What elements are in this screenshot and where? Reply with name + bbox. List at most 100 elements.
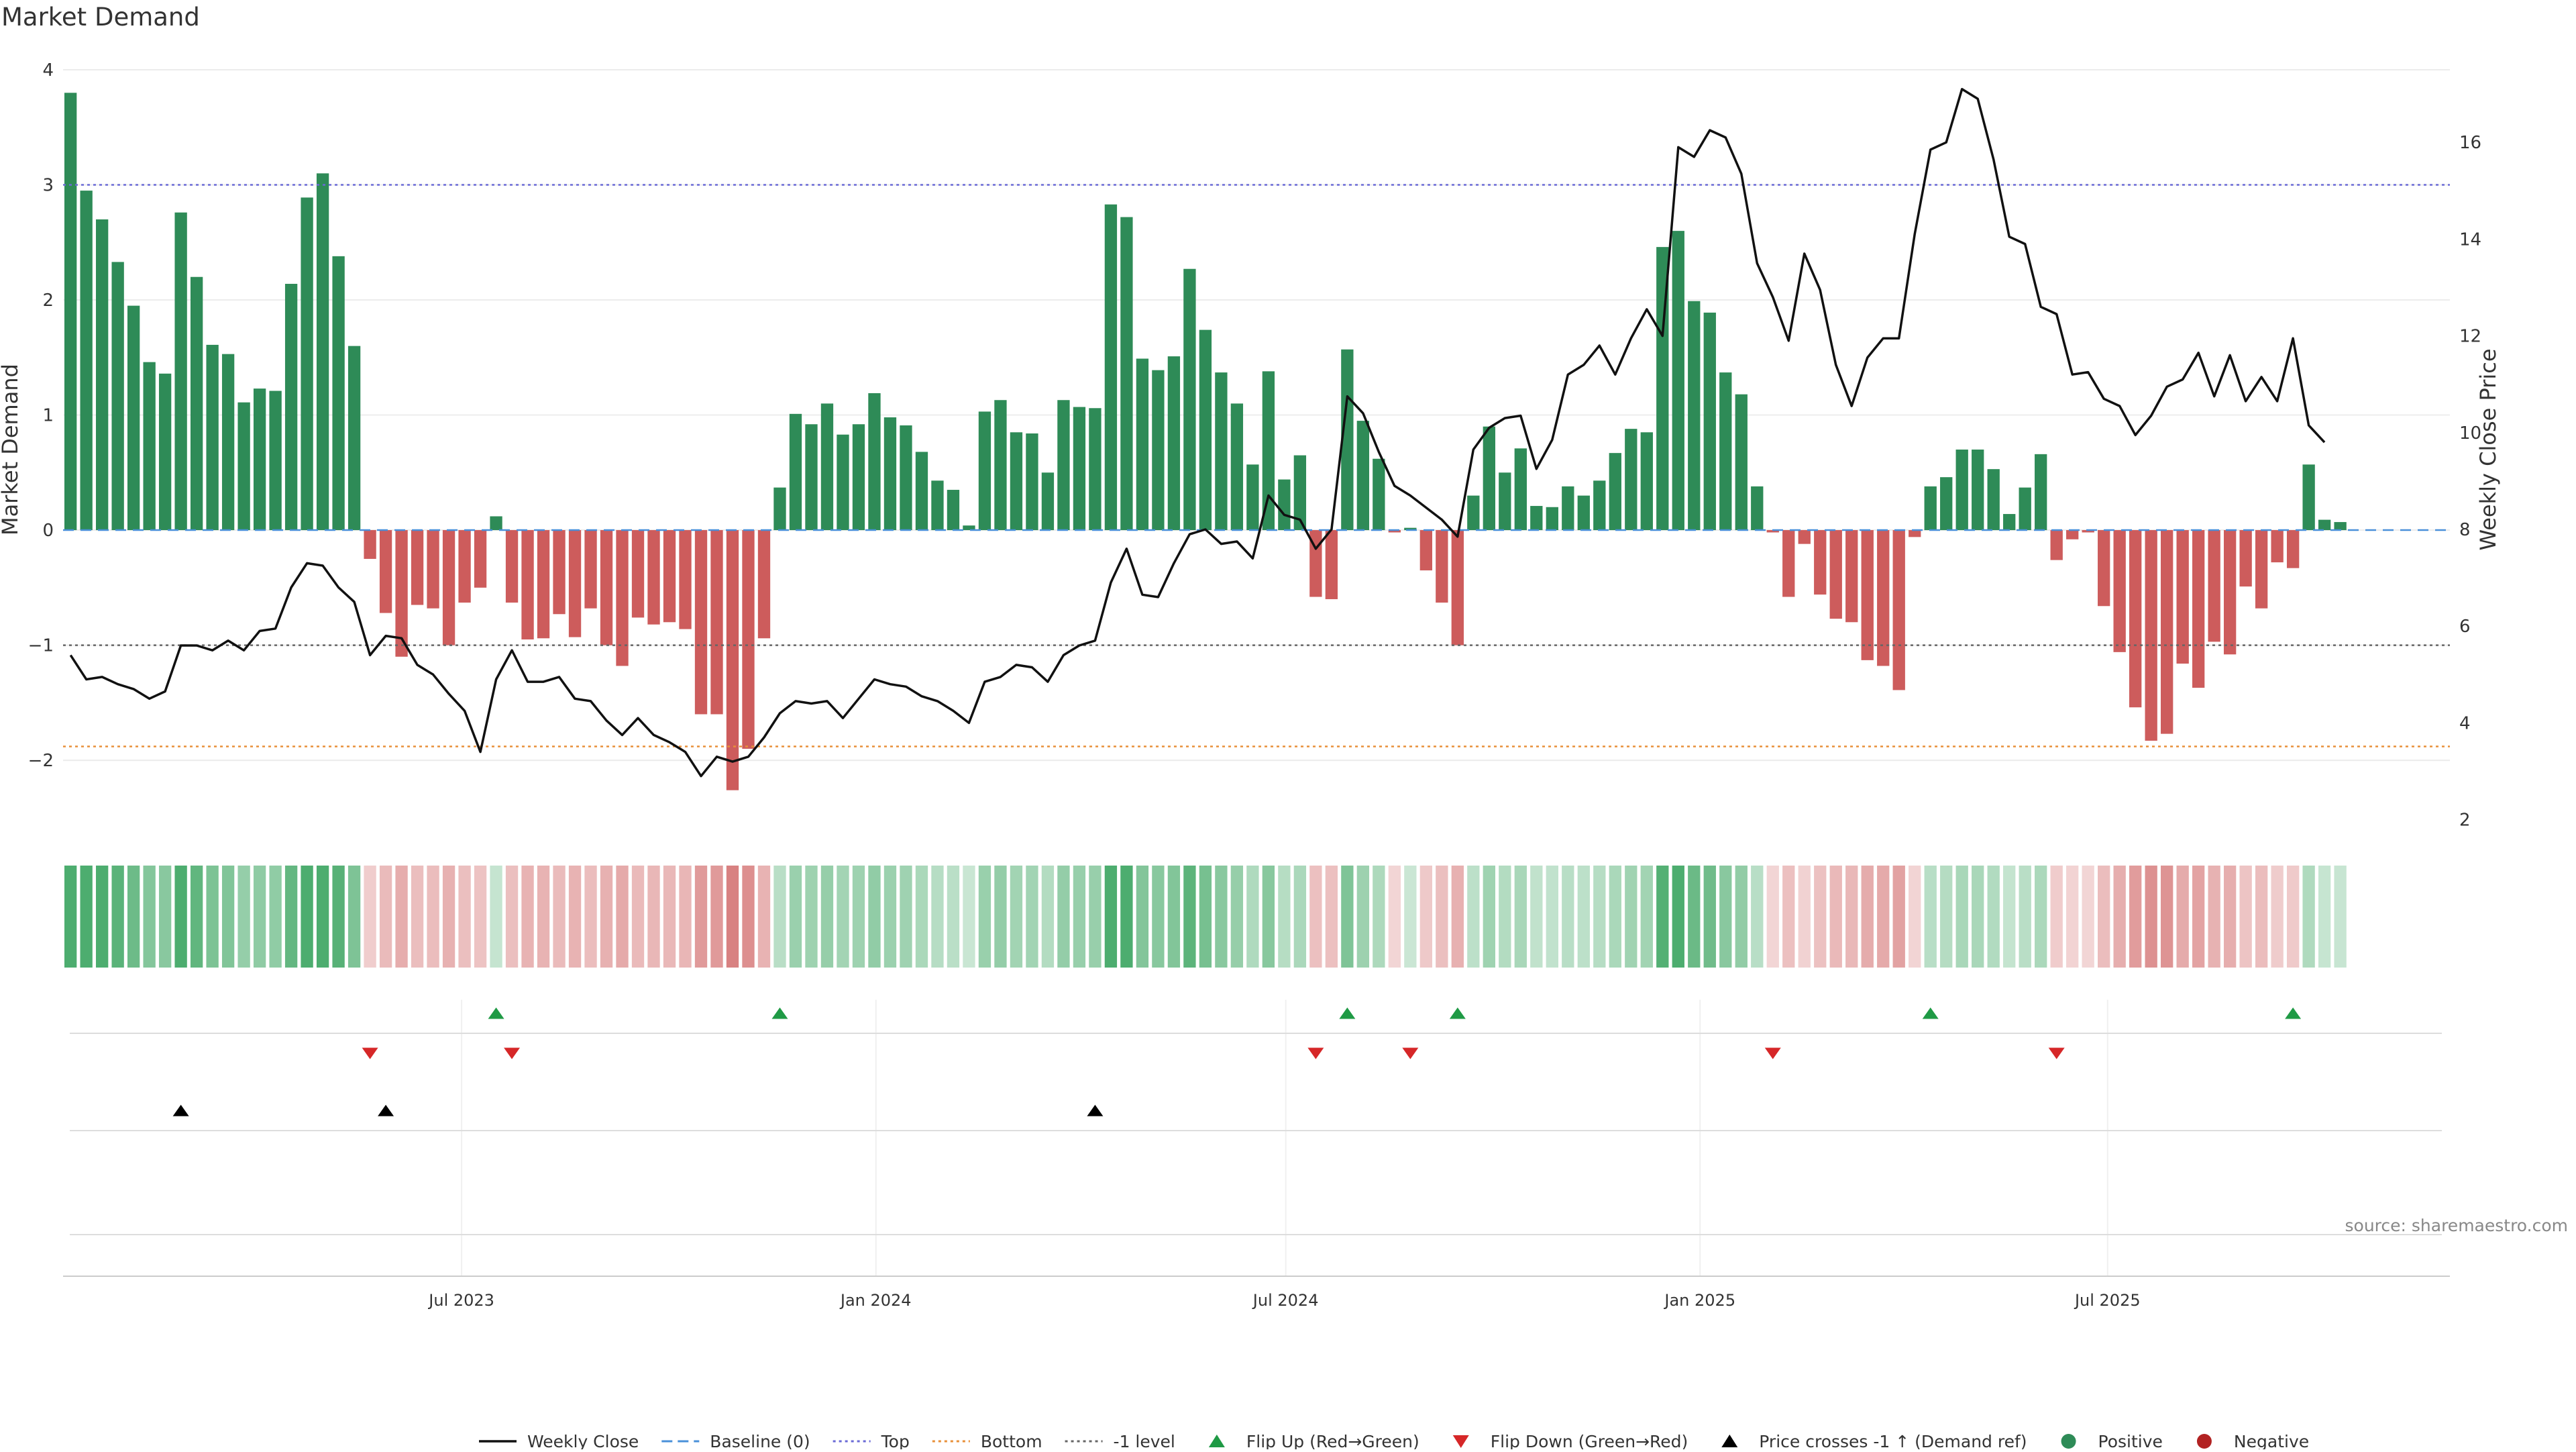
demand-bar (1972, 450, 1984, 531)
demand-strip-cell (1089, 866, 1102, 968)
demand-bar (1041, 472, 1055, 531)
demand-bar (206, 344, 219, 531)
y-tick-label: 3 (42, 176, 54, 196)
demand-bar (883, 417, 897, 531)
demand-strip-cell (1451, 866, 1464, 968)
demand-bar (1373, 458, 1385, 531)
demand-strip-cell (1530, 866, 1543, 968)
demand-bar (1388, 530, 1401, 533)
demand-strip-cell (1656, 866, 1669, 968)
y2-axis-label: Weekly Close Price (2475, 348, 2501, 550)
demand-strip-cell (253, 866, 266, 968)
demand-strip-cell (127, 866, 140, 968)
demand-bar (2082, 530, 2094, 533)
weekly-close-line (69, 88, 2326, 778)
legend-item: Top (833, 1432, 910, 1451)
legend: Weekly Close Baseline (0) Top Bottom -1 leve… (479, 1432, 2309, 1451)
demand-strip-cell (237, 866, 250, 968)
demand-bar (1057, 400, 1070, 531)
demand-bar (1703, 312, 1716, 531)
demand-bar (1719, 372, 1732, 531)
demand-strip-cell (332, 866, 345, 968)
demand-strip-cell (1972, 866, 1984, 968)
demand-bar (1940, 477, 1953, 531)
demand-strip-cell (458, 866, 471, 968)
demand-bar (694, 530, 708, 715)
legend-label: Bottom (981, 1432, 1042, 1449)
demand-bar (963, 525, 975, 531)
demand-strip-cell (1672, 866, 1684, 968)
demand-strip-cell (1419, 866, 1433, 968)
flip-down-marker (1402, 1047, 1419, 1059)
demand-strip-cell (1892, 866, 1905, 968)
legend-label: Top (881, 1432, 910, 1449)
demand-strip-cell (2286, 866, 2300, 968)
flip-down-marker (2048, 1047, 2065, 1059)
legend-item: Baseline (0) (661, 1432, 810, 1451)
demand-bar (679, 530, 692, 629)
y-tick-label: 1 (42, 406, 54, 426)
demand-strip-cell (694, 866, 708, 968)
demand-strip-cell (584, 866, 597, 968)
demand-bar (158, 373, 172, 531)
demand-bar (490, 516, 502, 531)
demand-bar (2302, 464, 2315, 531)
legend-swatch (1721, 1435, 1738, 1447)
legend-label: Flip Down (Green→Red) (1491, 1432, 1688, 1449)
demand-strip-cell (2176, 866, 2189, 968)
demand-bar (190, 276, 203, 531)
demand-bar (1262, 371, 1275, 531)
demand-bar (1246, 464, 1259, 531)
demand-strip-cell (1703, 866, 1716, 968)
demand-strip-cell (1640, 866, 1653, 968)
demand-bar (1909, 530, 1921, 537)
y2-tick-label: 14 (2459, 229, 2481, 250)
legend-item: Positive (2061, 1432, 2163, 1451)
demand-bar (1514, 448, 1527, 531)
demand-strip-cell (395, 866, 408, 968)
demand-bar (2176, 530, 2189, 664)
demand-bar (237, 402, 250, 531)
demand-strip-cell (679, 866, 692, 968)
demand-strip-cell (284, 866, 298, 968)
demand-strip-cell (2113, 866, 2126, 968)
legend-label: Flip Up (Red→Green) (1246, 1432, 1419, 1449)
flip-up-marker (488, 1007, 504, 1019)
demand-bar (1183, 268, 1196, 531)
demand-strip-cell (963, 866, 975, 968)
demand-strip-cell (1010, 866, 1023, 968)
demand-strip-cell (1152, 866, 1165, 968)
demand-strip-cell (1877, 866, 1890, 968)
demand-bar (2255, 530, 2268, 609)
demand-bar (789, 413, 802, 531)
legend-item: Weekly Close (479, 1432, 639, 1451)
demand-bar (710, 530, 723, 715)
demand-bar (95, 219, 109, 531)
demand-strip-cell (883, 866, 897, 968)
demand-bar (458, 530, 471, 603)
demand-strip-cell (80, 866, 93, 968)
demand-bar (364, 530, 376, 559)
demand-bar (111, 262, 124, 531)
chart-title: Market Demand (1, 3, 200, 32)
demand-strip-cell (269, 866, 282, 968)
price-cross-marker (1087, 1104, 1104, 1117)
demand-strip-cell (1829, 866, 1842, 968)
demand-strip-cell (2145, 866, 2157, 968)
demand-bar (1845, 530, 1858, 623)
price-cross-marker (172, 1104, 189, 1117)
demand-strip-cell (789, 866, 802, 968)
demand-bar (1829, 530, 1842, 619)
demand-bar (1152, 370, 1165, 531)
demand-strip-cell (1436, 866, 1448, 968)
y2-tick-label: 12 (2459, 327, 2481, 347)
demand-bar (994, 400, 1007, 531)
demand-bar (1467, 495, 1480, 531)
demand-bar (1798, 530, 1811, 544)
demand-strip-cell (1955, 866, 1968, 968)
demand-bar (2003, 514, 2016, 531)
demand-bar (1073, 407, 1086, 531)
demand-strip-cell (647, 866, 660, 968)
demand-strip-cell (1293, 866, 1307, 968)
x-tick-label: Jan 2025 (1663, 1291, 1735, 1310)
